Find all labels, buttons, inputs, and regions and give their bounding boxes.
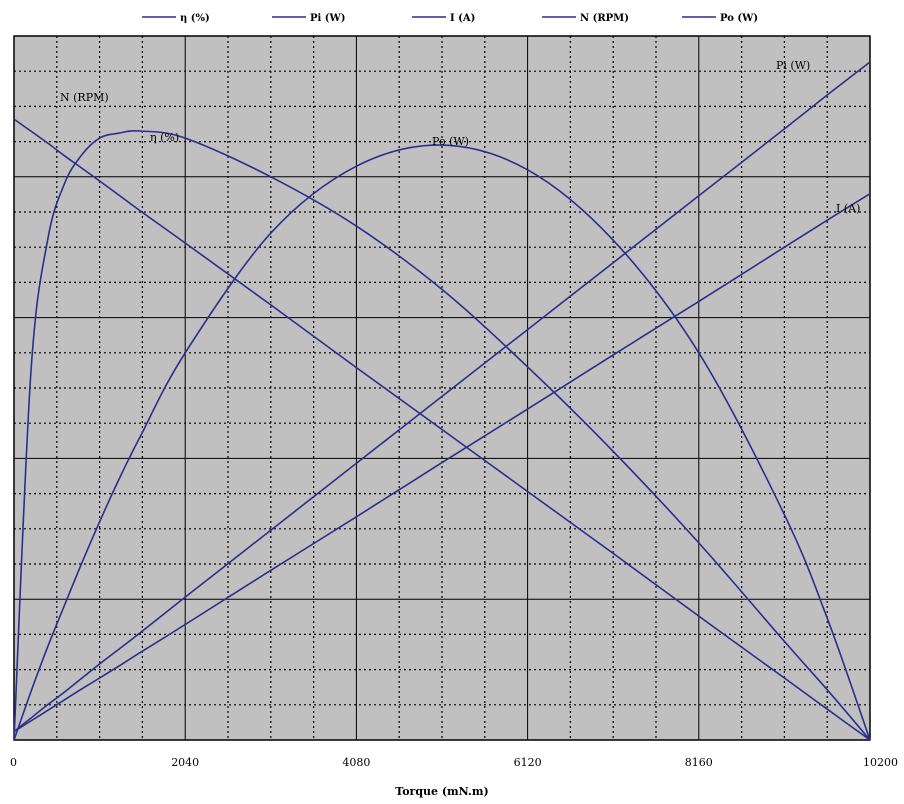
x-tick-label: 6120	[514, 756, 542, 769]
curve-label-current: I (A)	[836, 202, 860, 215]
x-tick-label: 10200	[863, 756, 898, 769]
curve-label-efficiency: η (%)	[150, 131, 179, 144]
series-line-input-power	[13, 61, 871, 733]
curve-label-output-power: Po (W)	[432, 135, 469, 148]
legend-label-current: I (A)	[450, 13, 475, 24]
curve-label-input-power: Pi (W)	[776, 59, 810, 72]
x-tick-label: 2040	[171, 756, 199, 769]
x-tick-label: 8160	[685, 756, 713, 769]
legend-label-input-power: Pi (W)	[310, 13, 346, 24]
legend-label-output-power: Po (W)	[720, 13, 758, 24]
legend-label-efficiency: η (%)	[180, 13, 210, 24]
plot-border	[13, 35, 871, 741]
series-line-output-power	[13, 144, 871, 741]
x-tick-label: 4080	[342, 756, 370, 769]
minor-grid	[14, 36, 870, 740]
major-grid	[14, 36, 870, 740]
series-line-speed	[13, 118, 871, 741]
series-line-current	[13, 193, 871, 733]
x-tick-label: 0	[10, 756, 17, 769]
curve-labels: η (%) Pi (W) I (A) N (RPM) Po (W)	[60, 59, 860, 215]
series-lines	[13, 61, 871, 741]
legend: η (%) Pi (W) I (A) N (RPM) Po (W)	[142, 13, 758, 24]
x-axis-ticks: 0 2040 4080 6120 8160 10200	[10, 756, 898, 769]
legend-label-speed: N (RPM)	[580, 13, 629, 24]
curve-label-speed: N (RPM)	[60, 91, 109, 104]
x-axis-title: Torque (mN.m)	[395, 785, 488, 798]
series-line-efficiency	[13, 130, 871, 741]
